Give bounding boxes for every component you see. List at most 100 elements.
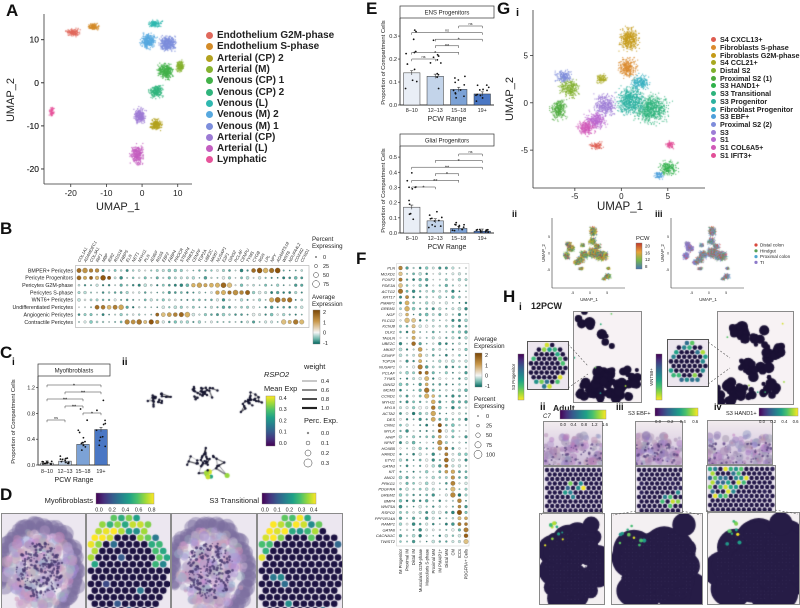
- pcw-tick: 12: [645, 257, 650, 262]
- f-dot: [432, 324, 435, 328]
- b-dot: [270, 284, 273, 287]
- f-col-label: Proximal IM: [405, 548, 410, 571]
- b-gene-label: NET1: [131, 251, 140, 263]
- b-gene-label: RGN: [257, 252, 266, 263]
- b-dot: [83, 275, 87, 280]
- f-dot: [412, 470, 415, 473]
- f-dot: [451, 266, 455, 270]
- b-dot: [251, 312, 256, 317]
- f-gene-label: KIT: [389, 469, 396, 474]
- f-dot: [458, 424, 461, 427]
- f-dot: [406, 336, 409, 339]
- f-dot: [398, 265, 403, 271]
- f-dot: [464, 371, 468, 375]
- b-dot: [221, 290, 226, 295]
- f-gene-label: KCNJ8: [382, 324, 395, 329]
- f-dot: [412, 284, 415, 287]
- y-tick-label: 0.8: [27, 411, 35, 417]
- b-dot: [83, 313, 87, 317]
- f-dot: [425, 324, 429, 328]
- f-dot: [439, 494, 441, 496]
- b-dot: [269, 297, 275, 303]
- legend-item: Venous (L): [206, 98, 334, 109]
- b-row-label: Contractile Pericytes: [24, 320, 73, 326]
- g-x-tick: -5: [571, 192, 579, 201]
- a-x-tick: 0: [140, 188, 145, 198]
- f-dot: [412, 377, 415, 380]
- b-dot: [210, 276, 213, 279]
- b-dot: [114, 321, 117, 323]
- b-dot: [143, 283, 147, 287]
- b-dot: [77, 298, 81, 302]
- f-dot: [412, 435, 416, 439]
- f-dot: [412, 459, 415, 461]
- sig-label: *: [458, 159, 461, 165]
- b-dot: [198, 277, 201, 279]
- f-dot: [451, 284, 454, 287]
- f-dot: [445, 296, 448, 298]
- b-gene-label: GINS2: [227, 249, 238, 263]
- f-dot: [451, 510, 455, 515]
- f-dot: [418, 313, 422, 316]
- panel-g-ii-umap-canvas: [553, 218, 625, 288]
- bar: [450, 228, 468, 234]
- h-iv-he-canvas: [707, 420, 773, 465]
- mean-exp-tick: 0.0: [279, 441, 287, 447]
- f-dot: [458, 476, 461, 479]
- legend-item: Distal S2: [711, 66, 799, 75]
- h-i-overview-2: [717, 311, 794, 405]
- f-dot: [405, 499, 409, 503]
- f-dot: [425, 319, 428, 322]
- b-dot: [252, 283, 255, 287]
- panel-g-ii-label: ii: [512, 209, 518, 219]
- f-dot: [405, 400, 409, 404]
- f-dot: [411, 324, 416, 329]
- legend-label: S3 HAND1+: [720, 81, 760, 91]
- f-dot: [445, 278, 448, 281]
- mini-x-tick: 5: [606, 291, 608, 295]
- f-dot: [406, 447, 408, 450]
- x-cat-label: 19+: [96, 469, 105, 475]
- perc-exp-tick: 0.1: [321, 441, 329, 447]
- sig-label: ns: [54, 416, 58, 420]
- y-tick-label: 0.0: [389, 103, 397, 109]
- f-dot: [458, 430, 461, 432]
- b-dot: [132, 306, 135, 309]
- f-dot: [424, 387, 430, 393]
- f-gene-label: GATA6: [382, 527, 395, 532]
- f-dot: [418, 522, 422, 526]
- legend-item: S3 Progenitor: [711, 97, 799, 106]
- f-col-label: Muscularis S-phase: [424, 548, 429, 585]
- f-gene-label: FOXF2: [382, 277, 396, 282]
- a-y-tick: -20: [27, 164, 40, 174]
- mean-exp-tick: 0.2: [279, 418, 287, 424]
- b-gene-label: STEAP4: [179, 246, 191, 263]
- f-dot: [418, 342, 422, 346]
- f-dot: [405, 464, 409, 468]
- y-tick-label: 1.2: [27, 386, 35, 392]
- sig-label: *: [434, 51, 437, 57]
- f-dot: [431, 399, 436, 404]
- bar: [40, 462, 54, 466]
- f-dot: [419, 290, 422, 293]
- f-dot: [412, 516, 416, 520]
- h-iv-colorbar: [758, 407, 799, 417]
- data-point: [42, 463, 44, 465]
- f-dot: [418, 394, 422, 398]
- legend-label: Venous (CP) 1: [217, 75, 285, 87]
- f-dot: [431, 336, 435, 340]
- h-i-map1-side-label: S3 Progenitor: [511, 363, 516, 390]
- f-dot: [406, 366, 408, 368]
- legend-label: Fibroblasts G2M-phase: [720, 50, 800, 60]
- b-gene-label: CENPF: [191, 248, 202, 263]
- legend-swatch-icon: [711, 91, 716, 97]
- h-iv-title: S3 HAND1+: [726, 411, 757, 417]
- bar-chart-ens_bar: ENS Progenitors 0.0 0.1 0.2 0.3 8–10 12–13 15–1…: [381, 5, 495, 123]
- b-dot: [204, 306, 207, 309]
- f-dot: [458, 394, 461, 398]
- data-point: [98, 444, 101, 447]
- data-point: [77, 429, 80, 432]
- f-dot: [418, 371, 422, 375]
- f-dot: [418, 487, 422, 491]
